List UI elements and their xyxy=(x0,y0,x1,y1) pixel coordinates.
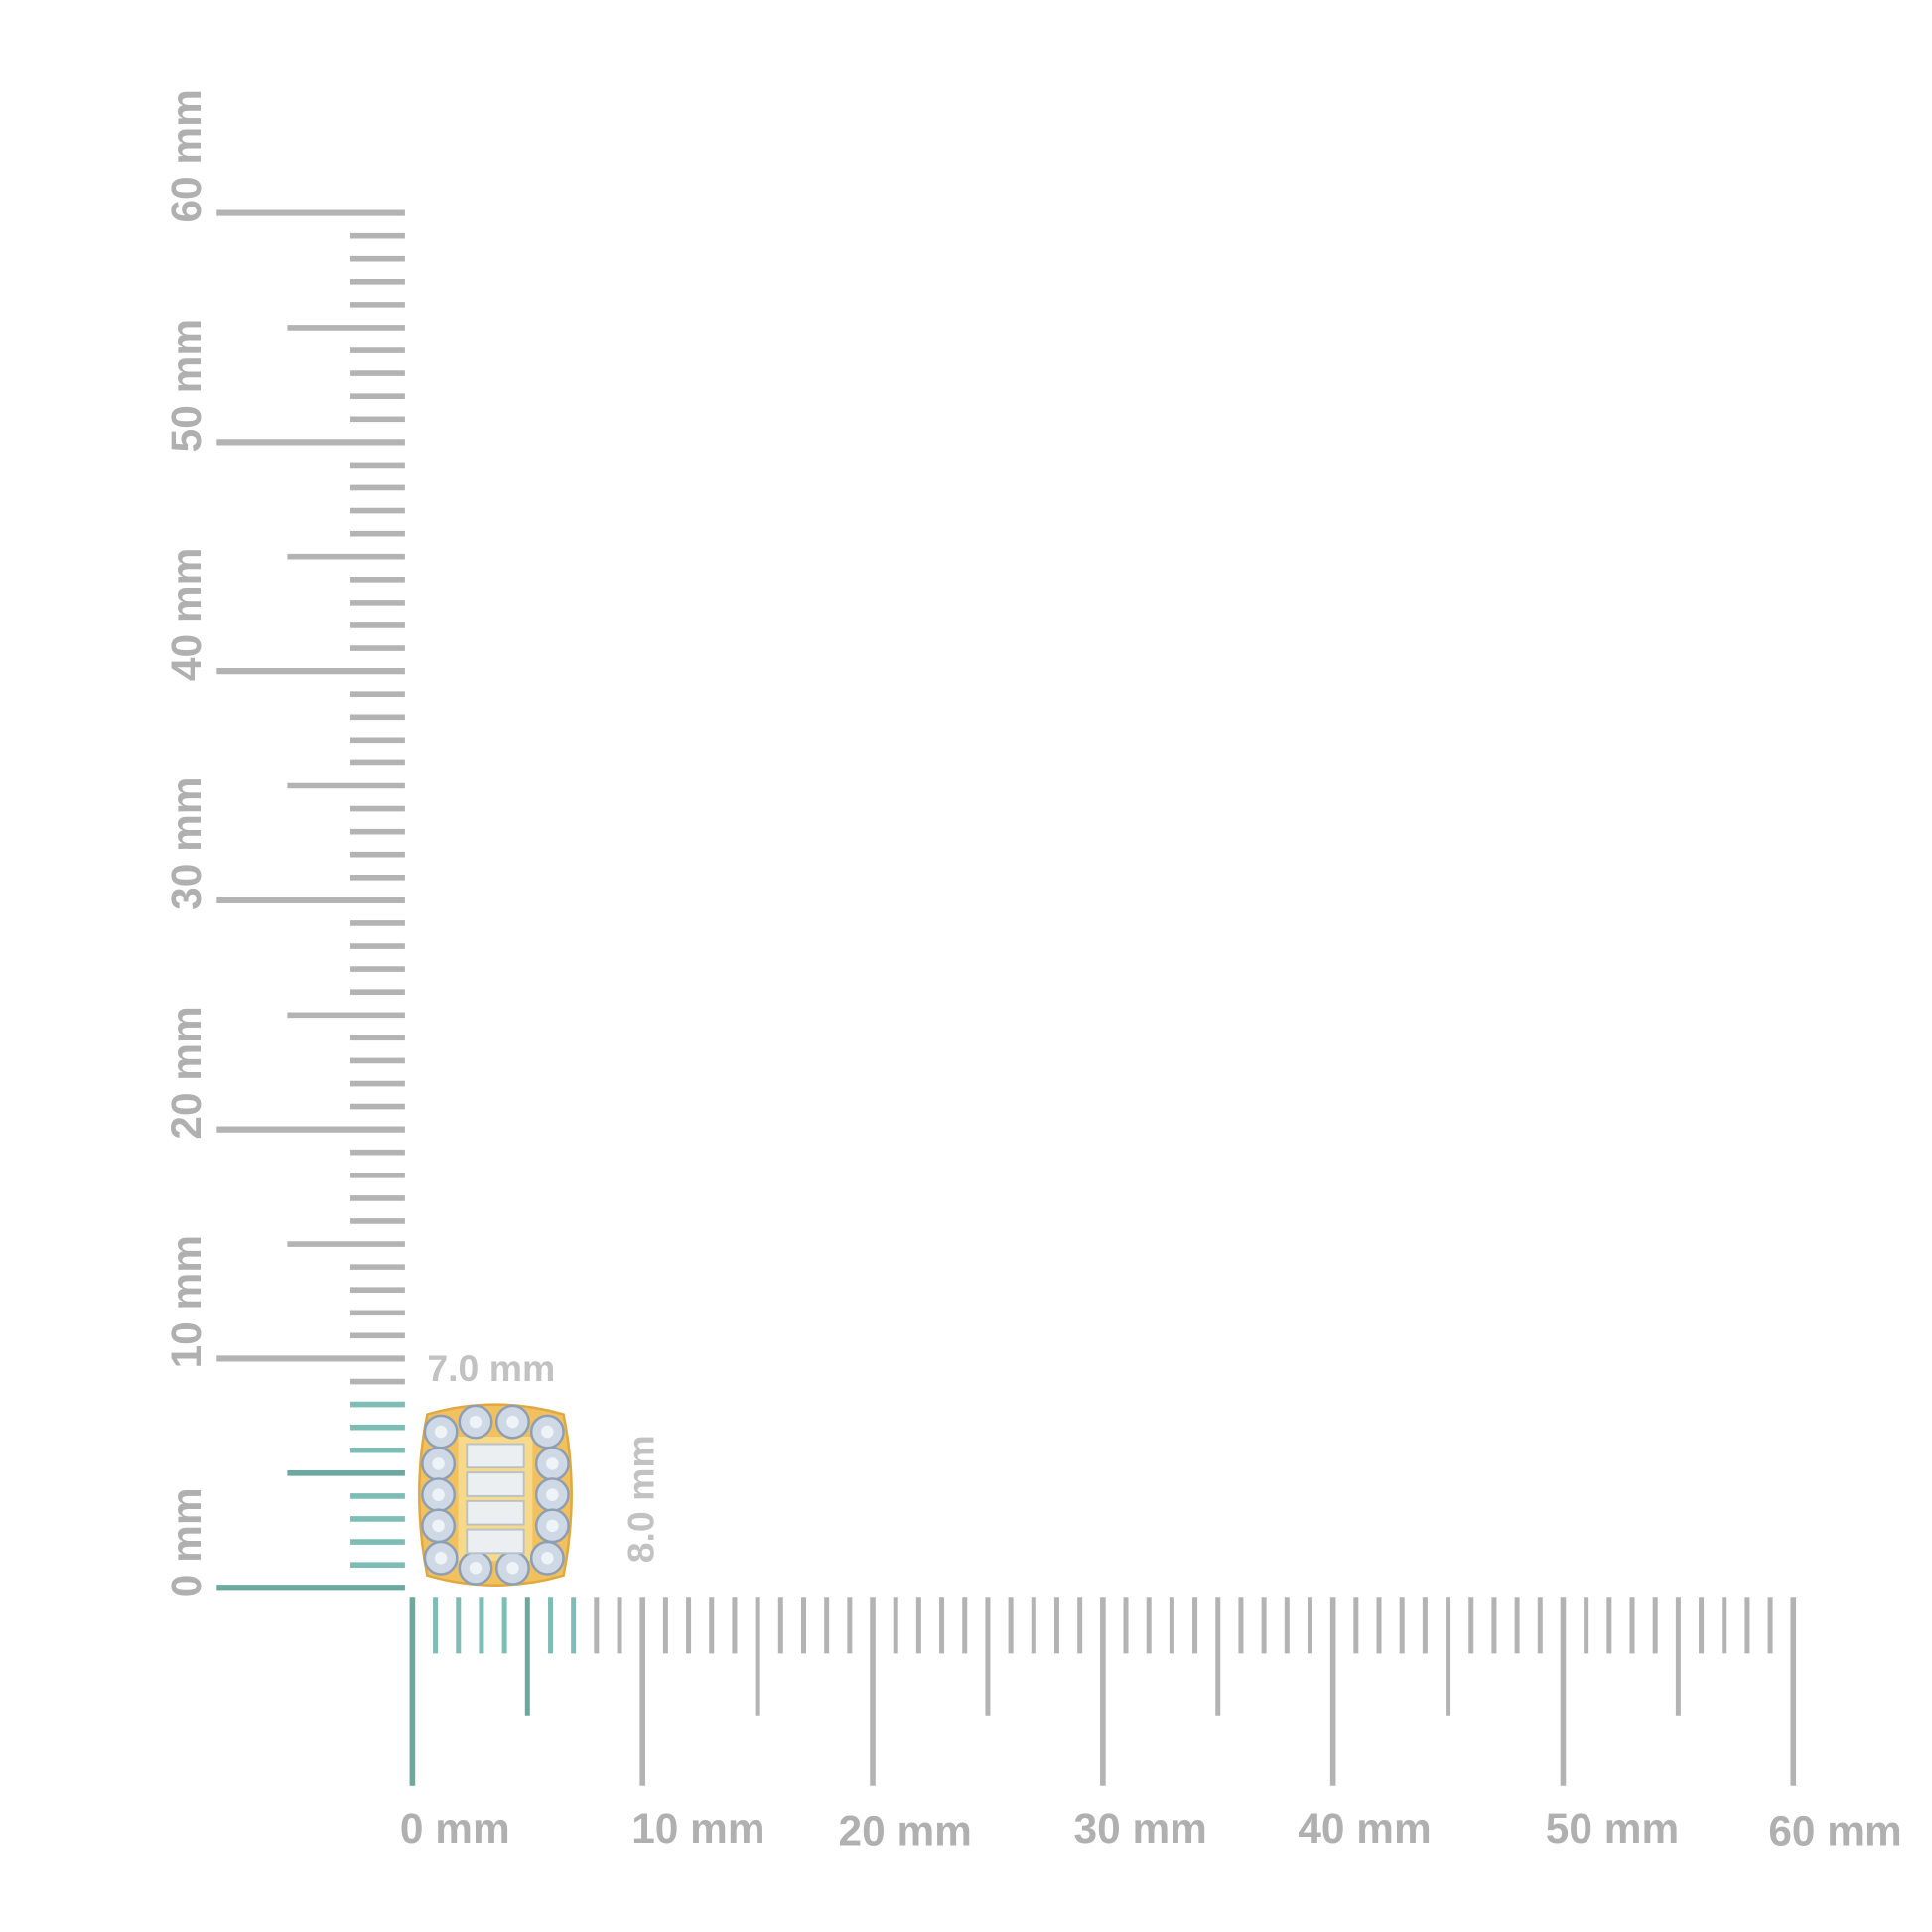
earring-product-image xyxy=(418,1403,573,1587)
v-label-20: 20 mm xyxy=(163,1006,209,1139)
diamond-facet xyxy=(432,1519,445,1533)
v-label-10: 10 mm xyxy=(163,1235,209,1368)
diamond-facet xyxy=(546,1519,559,1533)
horizontal-ruler xyxy=(409,1597,1797,1786)
width-dimension-label: 7.0 mm xyxy=(427,1347,555,1389)
diamond-facet xyxy=(434,1552,448,1565)
v-label-60: 60 mm xyxy=(163,89,209,222)
v-label-50: 50 mm xyxy=(163,319,209,452)
baguette-diamond xyxy=(466,1499,525,1526)
stones xyxy=(421,1404,570,1586)
v-label-40: 40 mm xyxy=(163,548,209,681)
diamond-facet xyxy=(546,1457,559,1470)
baguette-diamond xyxy=(466,1471,525,1497)
h-label-10: 10 mm xyxy=(631,1805,764,1852)
diamond-facet xyxy=(432,1488,445,1501)
diamond-facet xyxy=(541,1552,554,1565)
diamond-facet xyxy=(469,1415,483,1429)
diamond-facet xyxy=(541,1425,554,1439)
h-label-60: 60 mm xyxy=(1768,1808,1901,1855)
h-label-40: 40 mm xyxy=(1298,1805,1431,1852)
h-label-20: 20 mm xyxy=(839,1808,972,1855)
diamond-facet xyxy=(506,1562,519,1575)
diamond-facet xyxy=(432,1457,445,1470)
diamond-facet xyxy=(469,1562,483,1575)
baguette-diamond xyxy=(466,1528,525,1555)
h-label-50: 50 mm xyxy=(1546,1805,1679,1852)
v-label-30: 30 mm xyxy=(163,776,209,909)
baguette-diamond xyxy=(466,1443,525,1469)
height-dimension-label: 8.0 mm xyxy=(621,1435,662,1563)
vertical-ruler-labels: 0 mm 10 mm 20 mm 30 mm 40 mm 50 mm 60 mm xyxy=(163,89,209,1597)
diamond-facet xyxy=(506,1415,519,1429)
vertical-ruler xyxy=(216,209,405,1591)
diamond-facet xyxy=(434,1425,448,1439)
diamond-facet xyxy=(546,1488,559,1501)
horizontal-ruler-labels: 0 mm 10 mm 20 mm 30 mm 40 mm 50 mm 60 mm xyxy=(400,1805,1902,1854)
h-label-0: 0 mm xyxy=(400,1805,510,1852)
h-label-30: 30 mm xyxy=(1074,1805,1207,1852)
v-label-0: 0 mm xyxy=(163,1487,209,1597)
